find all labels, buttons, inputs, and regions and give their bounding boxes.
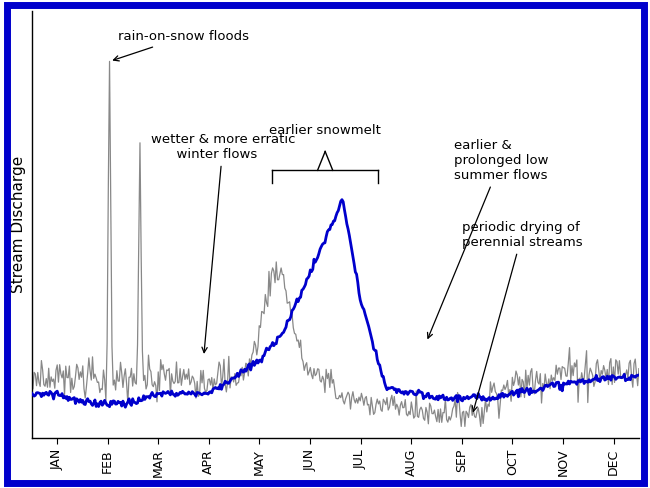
Text: wetter & more erratic
      winter flows: wetter & more erratic winter flows	[151, 133, 295, 353]
Text: periodic drying of
perennial streams: periodic drying of perennial streams	[462, 221, 582, 411]
Text: earlier snowmelt: earlier snowmelt	[269, 124, 381, 137]
Text: earlier &
prolonged low
summer flows: earlier & prolonged low summer flows	[428, 139, 549, 338]
Y-axis label: Stream Discharge: Stream Discharge	[11, 156, 26, 293]
Text: rain-on-snow floods: rain-on-snow floods	[114, 30, 249, 61]
